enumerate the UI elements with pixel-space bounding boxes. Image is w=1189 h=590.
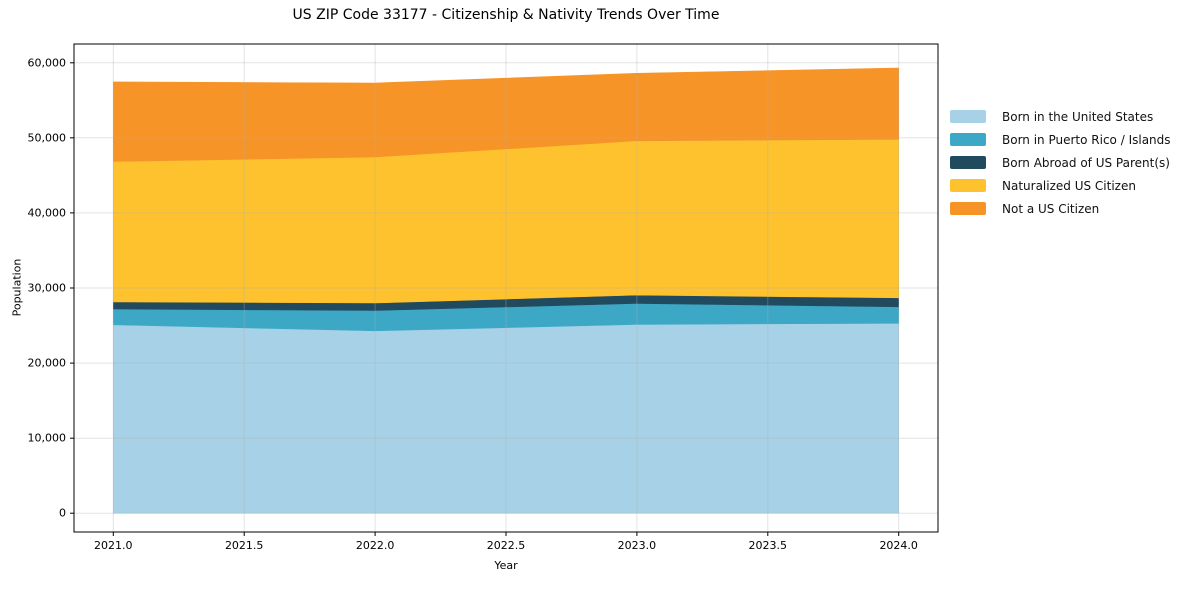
legend-label: Born in Puerto Rico / Islands (1002, 132, 1171, 147)
x-axis-label: Year (494, 559, 518, 572)
x-tick-label: 2024.0 (879, 539, 918, 552)
y-tick-label: 50,000 (28, 131, 67, 144)
legend-label: Born Abroad of US Parent(s) (1002, 155, 1170, 170)
y-tick-label: 10,000 (28, 432, 67, 445)
legend-label: Naturalized US Citizen (1002, 178, 1136, 193)
y-tick-label: 60,000 (28, 56, 67, 69)
x-tick-label: 2023.5 (749, 539, 788, 552)
y-tick-label: 0 (59, 507, 66, 520)
legend-swatch-naturalized (950, 179, 986, 192)
x-tick-label: 2022.5 (487, 539, 526, 552)
y-tick-label: 30,000 (28, 282, 67, 295)
legend-item: Naturalized US Citizen (950, 174, 1171, 197)
area-not-a-us-citizen (113, 67, 899, 162)
legend: Born in the United States Born in Puerto… (950, 105, 1171, 220)
legend-label: Born in the United States (1002, 109, 1154, 124)
x-tick-label: 2023.0 (618, 539, 657, 552)
y-axis-label: Population (10, 258, 24, 317)
x-tick-label: 2022.0 (356, 539, 395, 552)
legend-swatch-born-in-us (950, 110, 986, 123)
legend-item: Not a US Citizen (950, 197, 1171, 220)
legend-swatch-born-abroad (950, 156, 986, 169)
legend-label: Not a US Citizen (1002, 201, 1100, 216)
chart-title: US ZIP Code 33177 - Citizenship & Nativi… (292, 7, 720, 23)
y-tick-label: 20,000 (28, 357, 67, 370)
legend-swatch-born-puerto-rico (950, 133, 986, 146)
legend-swatch-not-citizen (950, 202, 986, 215)
legend-item: Born in Puerto Rico / Islands (950, 128, 1171, 151)
legend-item: Born in the United States (950, 105, 1171, 128)
y-tick-label: 40,000 (28, 206, 67, 219)
x-tick-label: 2021.5 (225, 539, 264, 552)
legend-item: Born Abroad of US Parent(s) (950, 151, 1171, 174)
x-tick-label: 2021.0 (94, 539, 133, 552)
